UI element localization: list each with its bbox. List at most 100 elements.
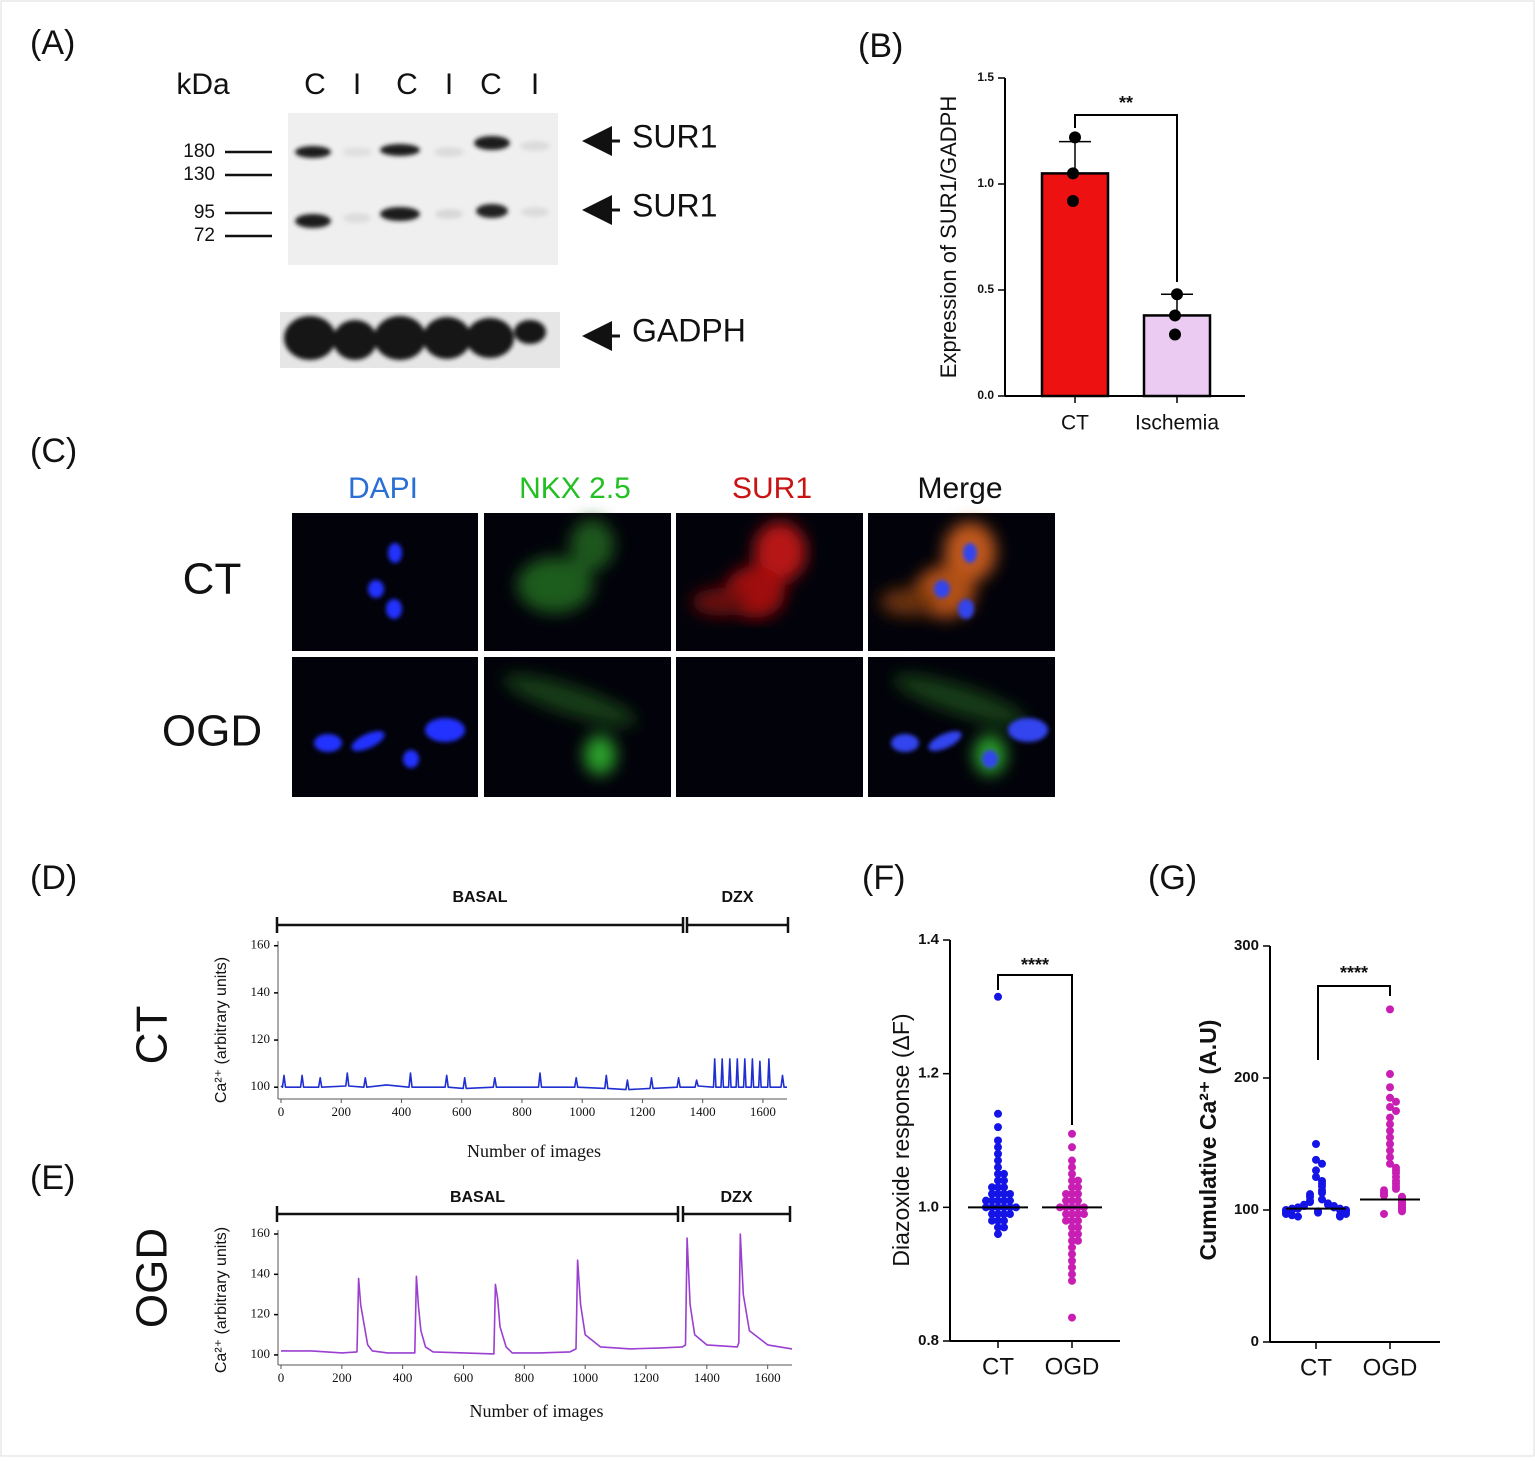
- x-tick-label: CT: [1061, 412, 1089, 435]
- band: [295, 214, 331, 228]
- significance-bracket: [997, 974, 1073, 1125]
- blot-bands: [284, 316, 546, 360]
- lane-label: I: [353, 68, 361, 101]
- data-point: [1169, 328, 1181, 341]
- y-tick-label: 0.8: [918, 1332, 939, 1349]
- data-point: [994, 1189, 1002, 1198]
- x-axis-label: Number of images: [470, 1401, 604, 1421]
- x-tick-label: OGD: [1363, 1354, 1418, 1381]
- x-tick-label: OGD: [1045, 1353, 1100, 1380]
- data-point: [1380, 1191, 1388, 1200]
- data-point: [994, 1216, 1002, 1225]
- y-tick-label: 1.5: [977, 70, 994, 84]
- panel-label: (F): [862, 859, 905, 897]
- data-point: [1068, 1313, 1076, 1322]
- panel-label: (G): [1148, 859, 1197, 897]
- nucleus: [958, 599, 974, 619]
- data-point: [1306, 1198, 1314, 1207]
- nucleus: [403, 750, 419, 768]
- data-point: [994, 1176, 1002, 1185]
- band: [343, 213, 371, 223]
- lane-label: I: [531, 68, 539, 101]
- merge-nuclei: [891, 543, 1048, 768]
- blot-bands: [295, 136, 550, 228]
- western-blot: kDa C I C I C I 180 130 95 72: [176, 68, 746, 368]
- data-point: [1068, 1183, 1076, 1192]
- x-tick-label: 1600: [755, 1370, 781, 1385]
- data-point: [1006, 1210, 1014, 1219]
- cell: [503, 674, 637, 726]
- x-tick-label: 1000: [569, 1104, 595, 1119]
- nkx-signal: [503, 519, 637, 775]
- data-point: [1318, 1159, 1326, 1168]
- data-point: [1074, 1230, 1082, 1239]
- data-point: [1398, 1207, 1406, 1216]
- x-tick-label: 1000: [572, 1370, 598, 1385]
- data-point: [1386, 1005, 1394, 1014]
- row-label: OGD: [128, 1228, 177, 1328]
- blot-membrane: [288, 113, 558, 265]
- nucleus: [1008, 718, 1048, 742]
- y-tick-label: 1.4: [918, 931, 940, 948]
- image-tiles: [292, 513, 1055, 797]
- data-point: [1169, 309, 1181, 322]
- data-point: [1074, 1223, 1082, 1232]
- y-tick-label: 0.0: [977, 388, 994, 402]
- y-tick-label: 1.0: [918, 1198, 939, 1215]
- arrows: [582, 126, 620, 351]
- data-point: [1068, 1169, 1076, 1178]
- nucleus: [314, 734, 342, 752]
- data-point: [1000, 1189, 1008, 1198]
- data-point: [1000, 1196, 1008, 1205]
- data-point: [994, 1183, 1002, 1192]
- band: [520, 141, 550, 151]
- data-point: [1386, 1153, 1394, 1162]
- data-point: [1067, 167, 1079, 180]
- data-point: [1006, 1196, 1014, 1205]
- lane-label: I: [445, 68, 453, 101]
- data-point: [1000, 1169, 1008, 1178]
- band: [476, 204, 508, 218]
- data-point: [1000, 1223, 1008, 1232]
- band-label: SUR1: [632, 187, 717, 223]
- band-label: SUR1: [632, 118, 717, 154]
- panel-label: (C): [30, 432, 77, 470]
- phase-label: BASAL: [450, 1189, 505, 1206]
- x-tick-label: 1400: [694, 1370, 720, 1385]
- data-point: [1068, 1250, 1076, 1259]
- data-point: [1068, 1236, 1076, 1245]
- data-point: [994, 1156, 1002, 1165]
- data-point: [1386, 1133, 1394, 1142]
- band: [435, 209, 463, 219]
- data-point: [994, 1163, 1002, 1172]
- data-point: [1318, 1188, 1326, 1197]
- data-point: [1386, 1120, 1394, 1129]
- data-point: [1068, 1263, 1076, 1272]
- condition-label: OGD: [162, 707, 262, 756]
- data-point: [1068, 1163, 1076, 1172]
- data-point: [1386, 1103, 1394, 1112]
- panel-label: (D): [30, 859, 77, 897]
- phase-label: BASAL: [452, 889, 507, 906]
- data-point: [994, 1196, 1002, 1205]
- y-axis-label: Ca²⁺ (arbitrary units): [213, 1227, 230, 1373]
- data-point: [1068, 1270, 1076, 1279]
- data-point: [1386, 1083, 1394, 1092]
- image-tile: [676, 657, 863, 797]
- marker-label: 72: [194, 225, 215, 246]
- band-label: GADPH: [632, 312, 746, 348]
- data-point: [1312, 1166, 1320, 1175]
- x-tick-label: 1200: [629, 1104, 655, 1119]
- marker-lines: [225, 150, 272, 238]
- band: [295, 146, 331, 158]
- channel-label: NKX 2.5: [519, 472, 631, 505]
- data-point: [994, 1230, 1002, 1239]
- cell: [754, 522, 806, 582]
- nucleus: [425, 718, 465, 742]
- data-point: [988, 1196, 996, 1205]
- nuclei: [314, 543, 465, 768]
- panel-label: (A): [30, 24, 75, 62]
- data-point: [988, 1210, 996, 1219]
- data-point: [1000, 1210, 1008, 1219]
